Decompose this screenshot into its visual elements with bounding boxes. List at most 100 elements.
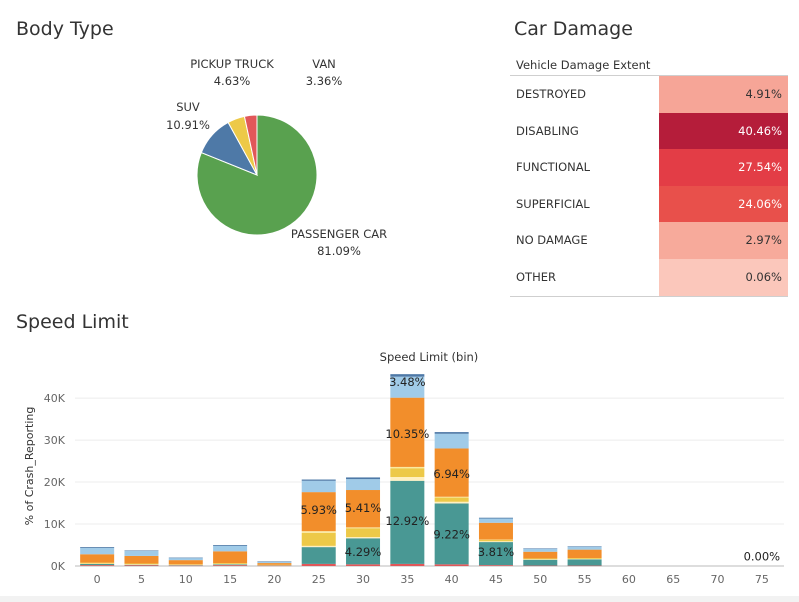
bar-segment-35-1[interactable] [390,480,425,564]
bar-segment-50-7[interactable] [523,548,558,549]
bar-segment-0-2[interactable] [80,563,115,564]
bar-segment-10-1[interactable] [168,565,203,566]
bar-segment-10-0[interactable] [168,565,203,567]
bar-segment-10-3[interactable] [168,564,203,565]
bar-segment-40-3[interactable] [434,497,469,502]
bar-segment-45-6[interactable] [478,518,513,523]
bar-segment-20-3[interactable] [257,564,292,566]
bar-segment-35-6[interactable] [390,376,425,398]
damage-row-other[interactable]: OTHER 0.06% [510,258,788,296]
bar-segment-40-2[interactable] [434,501,469,504]
bar-segment-25-5[interactable] [301,492,336,532]
damage-row-functional[interactable]: FUNCTIONAL 27.54% [510,149,788,186]
bar-segment-25-6[interactable] [301,480,336,493]
bar-data-label: 4.29% [345,545,382,559]
bar-segment-10-5[interactable] [168,560,203,565]
bar-segment-0-3[interactable] [80,562,115,564]
bar-segment-50-2[interactable] [523,559,558,560]
bar-segment-15-1[interactable] [213,564,248,566]
car-damage-table: Vehicle Damage Extent DESTROYED 4.91% DISA… [510,56,788,297]
bar-segment-45-4[interactable] [478,539,513,541]
bar-segment-50-3[interactable] [523,558,558,560]
bar-segment-40-4[interactable] [434,496,469,498]
bar-segment-20-5[interactable] [257,563,292,565]
bar-segment-55-0[interactable] [567,565,602,567]
bar-segment-5-2[interactable] [124,564,159,565]
bar-segment-40-0[interactable] [434,564,469,566]
bar-segment-30-1[interactable] [346,538,381,565]
bar-segment-20-6[interactable] [257,561,292,564]
bar-segment-25-3[interactable] [301,532,336,546]
bar-segment-0-5[interactable] [80,554,115,563]
bar-segment-30-4[interactable] [346,527,381,529]
bar-segment-40-5[interactable] [434,448,469,497]
bar-segment-30-0[interactable] [346,564,381,566]
damage-row-destroyed[interactable]: DESTROYED 4.91% [510,76,788,113]
damage-row-label: DESTROYED [516,87,587,101]
bar-segment-10-6[interactable] [168,558,203,561]
bar-segment-15-7[interactable] [213,545,248,546]
bar-segment-50-6[interactable] [523,548,558,552]
bar-segment-0-1[interactable] [80,563,115,566]
bar-segment-25-1[interactable] [301,547,336,564]
bar-segment-50-1[interactable] [523,559,558,566]
bar-segment-35-7[interactable] [390,374,425,377]
bar-segment-10-7[interactable] [168,557,203,559]
bar-segment-45-3[interactable] [478,539,513,542]
bar-segment-50-0[interactable] [523,565,558,567]
bar-segment-35-3[interactable] [390,468,425,478]
bar-segment-15-3[interactable] [213,563,248,564]
damage-row-superficial[interactable]: SUPERFICIAL 24.06% [510,185,788,223]
bar-segment-40-7[interactable] [434,432,469,434]
bar-segment-25-7[interactable] [301,479,336,481]
bar-segment-35-0[interactable] [390,563,425,566]
bar-segment-25-2[interactable] [301,545,336,548]
bar-segment-5-5[interactable] [124,555,159,564]
bar-segment-25-4[interactable] [301,531,336,533]
bar-segment-45-2[interactable] [478,541,513,543]
bar-segment-45-5[interactable] [478,522,513,540]
bar-segment-55-7[interactable] [567,546,602,547]
bar-segment-5-1[interactable] [124,564,159,566]
bar-segment-0-0[interactable] [80,565,115,566]
bar-segment-30-6[interactable] [346,479,381,491]
bar-segment-30-5[interactable] [346,490,381,528]
bar-segment-35-2[interactable] [390,477,425,481]
damage-row-no-damage[interactable]: NO DAMAGE 2.97% [510,222,788,259]
bar-segment-40-6[interactable] [434,433,469,449]
damage-row-disabling[interactable]: DISABLING 40.46% [510,112,788,150]
bar-segment-55-6[interactable] [567,546,602,550]
bar-segment-55-5[interactable] [567,549,602,559]
bar-segment-25-0[interactable] [301,563,336,566]
bar-segment-10-2[interactable] [168,564,203,566]
bar-segment-35-5[interactable] [390,397,425,467]
bar-segment-5-0[interactable] [124,565,159,566]
bar-segment-45-1[interactable] [478,542,513,566]
bar-segment-15-2[interactable] [213,563,248,565]
pie-slice-van[interactable] [243,114,258,176]
bar-segment-55-3[interactable] [567,558,602,559]
bar-segment-50-5[interactable] [523,551,558,559]
bar-segment-30-3[interactable] [346,528,381,538]
bar-segment-30-7[interactable] [346,477,381,480]
bar-data-label: 0.00% [744,549,781,563]
bar-segment-15-6[interactable] [213,545,248,552]
bar-segment-0-6[interactable] [80,547,115,555]
pie-pct-suv: 10.91% [166,118,210,132]
bar-segment-30-2[interactable] [346,537,381,539]
bar-segment-55-1[interactable] [567,559,602,566]
x-tick-label: 20 [267,573,281,586]
bar-segment-45-7[interactable] [478,517,513,519]
bar-segment-5-3[interactable] [124,563,159,565]
bar-segment-5-7[interactable] [124,550,159,551]
bar-segment-45-0[interactable] [478,565,513,566]
bar-segment-15-0[interactable] [213,565,248,566]
bar-segment-55-2[interactable] [567,558,602,560]
bar-segment-35-4[interactable] [390,466,425,469]
bar-segment-5-6[interactable] [124,550,159,556]
bar-segment-20-0[interactable] [257,565,292,567]
bar-segment-40-1[interactable] [434,503,469,565]
bar-segment-0-7[interactable] [80,547,115,548]
bar-segment-20-7[interactable] [257,561,292,562]
bar-segment-15-5[interactable] [213,551,248,564]
